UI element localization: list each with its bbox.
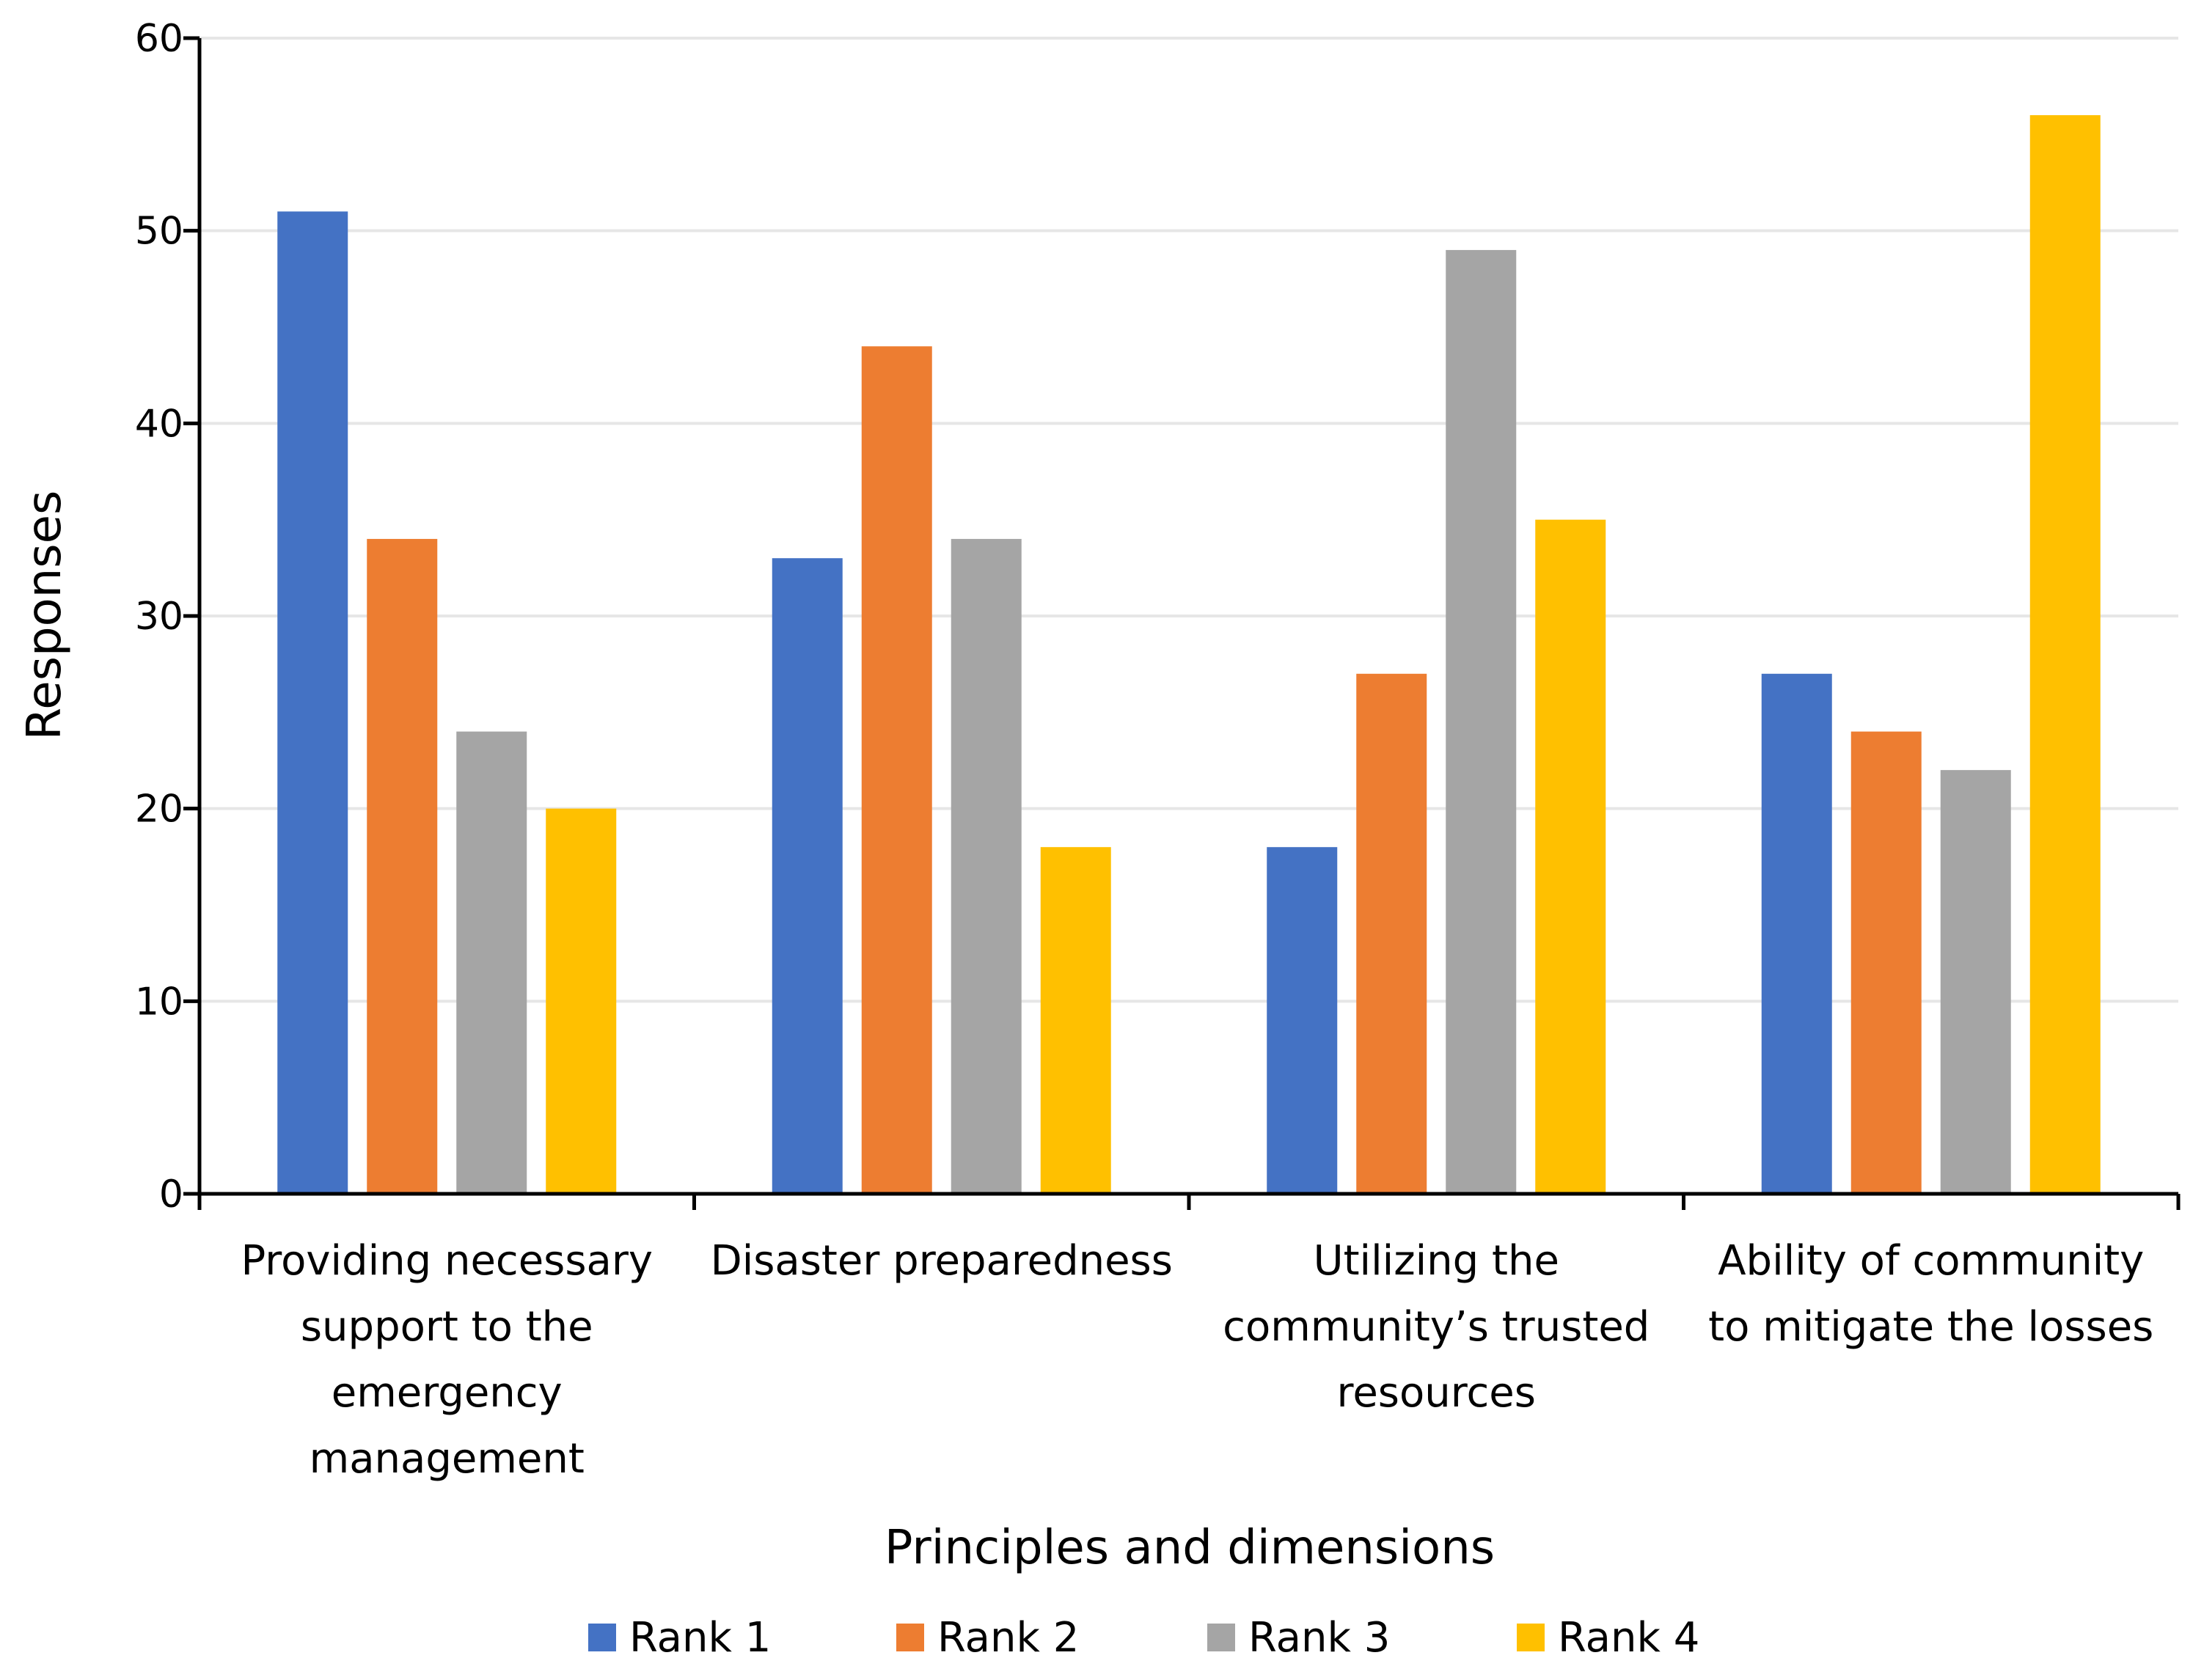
y-tick-label: 20 [135,788,183,832]
y-axis-title: Responses [18,491,72,741]
x-category-label: Providing necessary [241,1237,653,1285]
legend-label-rank-3: Rank 3 [1248,1614,1390,1662]
bar-rank-4-cat-1 [546,808,617,1194]
x-category-label: to mitigate the losses [1708,1303,2153,1351]
legend-label-rank-1: Rank 1 [629,1614,771,1662]
x-category-label: community’s trusted [1223,1303,1650,1351]
legend: Rank 1 Rank 2 Rank 3 Rank 4 [588,1614,1699,1662]
bar-rank-1-cat-3 [1267,847,1338,1194]
y-tick-label: 40 [135,402,183,446]
axes [183,36,2181,1210]
y-tick-label: 60 [135,17,183,61]
bar-rank-1-cat-1 [277,211,348,1194]
bar-rank-3-cat-3 [1446,249,1517,1194]
gridlines [199,37,2178,1003]
legend-label-rank-2: Rank 2 [937,1614,1079,1662]
x-category-label: management [310,1435,585,1483]
bar-rank-2-cat-1 [367,538,438,1194]
legend-swatch-rank-2 [896,1624,924,1651]
bar-rank-2-cat-4 [1850,731,1922,1194]
x-category-label: Utilizing the [1314,1237,1559,1285]
bar-rank-3-cat-2 [951,538,1022,1194]
bar-rank-4-cat-2 [1040,847,1111,1194]
legend-swatch-rank-4 [1517,1624,1545,1651]
bar-rank-3-cat-1 [456,731,527,1194]
y-tick-labels: 0 10 20 30 40 50 60 [135,17,183,1217]
x-category-label: Ability of community [1718,1237,2144,1285]
bar-rank-2-cat-3 [1356,673,1427,1194]
x-axis-title: Principles and dimensions [885,1521,1495,1575]
y-tick-label: 50 [135,210,183,254]
bar-rank-2-cat-2 [861,346,932,1195]
bars [277,115,2101,1195]
y-tick-label: 30 [135,595,183,639]
bar-rank-1-cat-2 [772,558,843,1194]
x-category-label: resources [1337,1369,1536,1417]
legend-swatch-rank-3 [1207,1624,1235,1651]
x-category-label: emergency [332,1369,563,1417]
bar-rank-4-cat-4 [2029,115,2101,1195]
y-tick-label: 0 [159,1173,183,1217]
bar-rank-3-cat-4 [1940,770,2011,1194]
y-tick-label: 10 [135,980,183,1024]
legend-label-rank-4: Rank 4 [1558,1614,1699,1662]
bar-rank-1-cat-4 [1761,673,1832,1194]
x-category-label: Disaster preparedness [711,1237,1173,1285]
x-category-labels: Providing necessary support to the emergen… [241,1237,2153,1483]
x-category-label: support to the [301,1303,593,1351]
legend-swatch-rank-1 [588,1624,616,1651]
bar-rank-4-cat-3 [1535,519,1606,1194]
